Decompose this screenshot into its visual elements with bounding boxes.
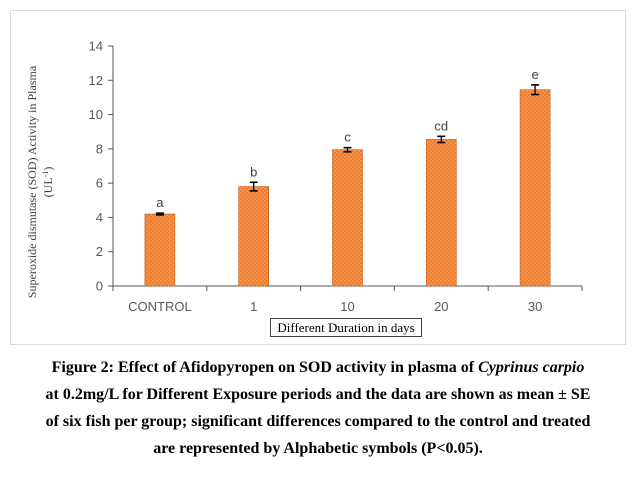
y-tick-label: 12 <box>89 73 103 88</box>
y-tick-label: 10 <box>89 107 103 122</box>
caption-line-4: are represented by Alphabetic symbols (P… <box>153 440 483 457</box>
figure-caption: Figure 2: Effect of Afidopyropen on SOD … <box>0 354 636 462</box>
x-axis: CONTROL 1 10 20 30 <box>112 285 583 314</box>
caption-line-3: of six fish per group; significant diffe… <box>45 413 591 430</box>
caption-species: Cyprinus carpio <box>478 359 585 376</box>
y-tick-label: 2 <box>96 244 103 259</box>
error-bar <box>249 181 258 192</box>
error-bar <box>437 135 446 144</box>
y-axis-label: Superoxide dismutase (SOD) Activity in P… <box>25 65 55 298</box>
error-bar <box>531 84 540 96</box>
x-tick-label: 1 <box>250 299 257 314</box>
x-tick-label: 20 <box>434 299 448 314</box>
bar <box>425 139 457 287</box>
y-tick-label: 0 <box>96 279 103 294</box>
y-tick-label: 14 <box>89 39 103 54</box>
caption-line-2: at 0.2mg/L for Different Exposure period… <box>45 386 591 403</box>
error-bar <box>155 212 164 216</box>
error-bar <box>343 146 352 153</box>
bar <box>238 186 269 287</box>
x-tick-label: CONTROL <box>128 299 192 314</box>
y-tick-label: 6 <box>96 176 103 191</box>
data-label: cd <box>434 118 448 133</box>
y-axis: 0 2 4 6 8 10 12 14 <box>89 39 114 294</box>
bar <box>144 213 176 287</box>
bar <box>332 149 363 287</box>
y-axis-label-unit: (UL-1) <box>41 167 56 198</box>
bar <box>519 89 551 287</box>
data-label: b <box>250 164 257 179</box>
data-label: a <box>156 195 164 210</box>
y-tick-label: 8 <box>96 141 103 156</box>
data-label: e <box>531 67 538 82</box>
bars: a b c cd e <box>144 67 551 287</box>
y-tick-label: 4 <box>96 210 103 225</box>
x-tick-label: 10 <box>340 299 354 314</box>
x-tick-label: 30 <box>528 299 542 314</box>
chart-frame <box>10 10 626 345</box>
y-axis-label-main: Superoxide dismutase (SOD) Activity in P… <box>25 65 39 298</box>
x-axis-label: Different Duration in days <box>270 318 422 337</box>
caption-line-1: Figure 2: Effect of Afidopyropen on SOD … <box>51 359 585 376</box>
data-label: c <box>344 130 351 145</box>
bar-chart: Superoxide dismutase (SOD) Activity in P… <box>25 39 583 314</box>
